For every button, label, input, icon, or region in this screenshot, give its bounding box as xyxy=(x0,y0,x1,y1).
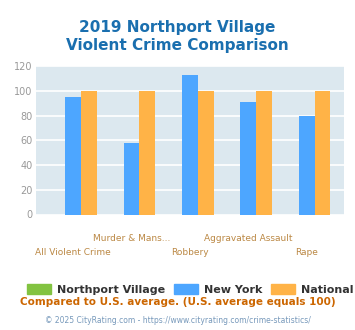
Text: Murder & Mans...: Murder & Mans... xyxy=(93,234,170,243)
Bar xyxy=(256,91,272,214)
Bar xyxy=(315,91,330,214)
Bar xyxy=(182,75,198,214)
Text: Compared to U.S. average. (U.S. average equals 100): Compared to U.S. average. (U.S. average … xyxy=(20,297,335,307)
Text: © 2025 CityRating.com - https://www.cityrating.com/crime-statistics/: © 2025 CityRating.com - https://www.city… xyxy=(45,316,310,325)
Text: Rape: Rape xyxy=(295,248,318,257)
Bar xyxy=(240,102,256,214)
Text: Violent Crime Comparison: Violent Crime Comparison xyxy=(66,38,289,53)
Text: 2019 Northport Village: 2019 Northport Village xyxy=(79,20,276,35)
Bar xyxy=(124,143,140,214)
Bar xyxy=(140,91,155,214)
Text: All Violent Crime: All Violent Crime xyxy=(35,248,111,257)
Text: Robbery: Robbery xyxy=(171,248,209,257)
Bar xyxy=(81,91,97,214)
Bar xyxy=(198,91,214,214)
Bar xyxy=(65,97,81,214)
Text: Aggravated Assault: Aggravated Assault xyxy=(204,234,293,243)
Bar xyxy=(299,115,315,214)
Legend: Northport Village, New York, National: Northport Village, New York, National xyxy=(22,280,355,299)
